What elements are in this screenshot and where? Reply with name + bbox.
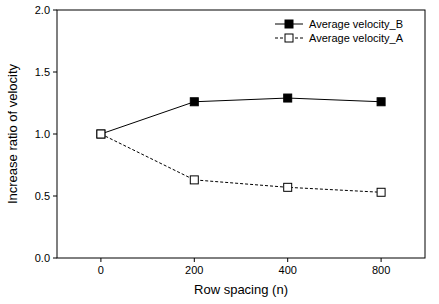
point-marker	[190, 98, 198, 106]
legend-marker	[285, 20, 293, 28]
y-axis-label: Increase ratio of velocity	[5, 63, 20, 204]
y-tick	[53, 10, 57, 11]
x-axis-label: Row spacing (n)	[194, 282, 288, 297]
x-tick	[100, 258, 101, 262]
plot-frame	[57, 10, 425, 258]
x-tick	[381, 258, 382, 262]
x-tick-label: 200	[185, 264, 203, 276]
point-marker	[190, 176, 198, 184]
point-marker	[284, 94, 292, 102]
y-tick	[53, 72, 57, 73]
legend-label: Average velocity_A	[309, 32, 404, 44]
y-tick-label: 1.5	[35, 66, 50, 78]
legend-label: Average velocity_B	[309, 18, 403, 30]
chart: 0.0 0.5 1.0 1.5 2.0 0 200 400 800 Row spacing (n)…	[0, 0, 439, 304]
x-tick	[287, 258, 288, 262]
series-line	[101, 134, 381, 192]
y-tick-label: 1.0	[35, 128, 50, 140]
legend-marker	[285, 34, 293, 42]
y-tick-label: 0.0	[35, 252, 50, 264]
y-tick-label: 2.0	[35, 4, 50, 16]
y-tick	[53, 196, 57, 197]
point-marker	[97, 130, 105, 138]
point-marker	[284, 183, 292, 191]
x-tick	[194, 258, 195, 262]
point-marker	[97, 130, 105, 138]
plot-marks	[97, 94, 385, 196]
y-tick	[53, 258, 57, 259]
y-tick-label: 0.5	[35, 190, 50, 202]
series-line	[101, 98, 381, 134]
x-tick-label: 800	[372, 264, 390, 276]
point-marker	[377, 188, 385, 196]
x-tick-label: 400	[279, 264, 297, 276]
y-tick	[53, 134, 57, 135]
legend: Average velocity_B Average velocity_A	[275, 18, 404, 44]
point-marker	[377, 98, 385, 106]
x-tick-label: 0	[98, 264, 104, 276]
